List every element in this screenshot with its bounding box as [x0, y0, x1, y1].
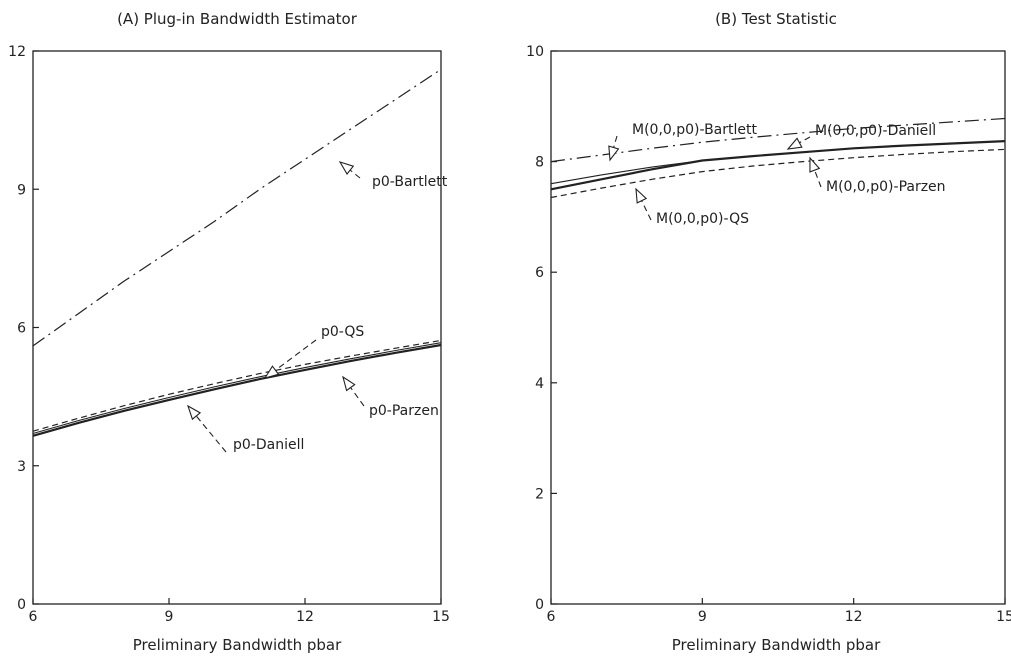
series-line-m-0-0-p0-parzen	[550, 140, 1006, 185]
x-tick-label: 12	[296, 609, 314, 625]
panel-a-series	[32, 68, 442, 437]
y-tick-label: 12	[8, 44, 26, 60]
annotation-arrow-head	[342, 375, 356, 392]
x-tick-label: 6	[547, 609, 556, 625]
panel-a: (A) Plug-in Bandwidth Estimator 6 9 12 15 0 3…	[8, 10, 450, 654]
annotation-arrow-head	[187, 404, 202, 421]
annotation-arrow-head	[608, 145, 620, 162]
series-line-m-0-0-p0-qs	[550, 148, 1006, 199]
annotation-arrow-head	[338, 161, 355, 175]
y-tick-label: 9	[17, 182, 26, 198]
panel-b-label-qs: M(0,0,p0)-QS	[656, 211, 749, 227]
panel-a-frame	[32, 50, 442, 605]
x-tick-label: 15	[432, 609, 450, 625]
annotation-arrow-shaft	[641, 200, 652, 221]
x-tick-label: 6	[29, 609, 38, 625]
panel-a-label-qs: p0-QS	[321, 324, 364, 340]
annotation-arrow-shaft	[613, 135, 618, 148]
series-line-p0-qs	[32, 339, 442, 432]
panel-b-frame	[550, 50, 1006, 605]
panel-a-tick-labels: 6 9 12 15 0 3 6 9 12	[8, 44, 450, 625]
x-tick-label: 12	[845, 609, 863, 625]
y-tick-label: 8	[535, 155, 544, 171]
annotation-arrow-shaft	[349, 169, 361, 179]
panel-b: (B) Test Statistic 6 9 12 15 0 2 4 6 8 10 M(0,0,p…	[526, 10, 1011, 654]
series-line-p0-daniell	[32, 343, 442, 437]
panel-a-ticks	[32, 50, 442, 605]
panel-b-arrows	[608, 135, 822, 221]
panel-b-label-parzen: M(0,0,p0)-Parzen	[826, 179, 946, 195]
panel-b-tick-labels: 6 9 12 15 0 2 4 6 8 10	[526, 44, 1011, 625]
series-line-p0-bartlett	[32, 68, 442, 347]
x-tick-label: 9	[698, 609, 707, 625]
annotation-arrow-shaft	[195, 415, 227, 453]
panel-a-xlabel: Preliminary Bandwidth pbar	[133, 636, 342, 654]
panel-b-label-bartlett: M(0,0,p0)-Bartlett	[632, 122, 757, 138]
y-tick-label: 0	[535, 597, 544, 613]
annotation-arrow-shaft	[814, 169, 822, 188]
panel-b-series	[550, 117, 1006, 199]
panel-a-label-bartlett: p0-Bartlett	[372, 174, 448, 190]
panel-b-ticks	[550, 50, 1006, 605]
panel-b-xlabel: Preliminary Bandwidth pbar	[672, 636, 881, 654]
panel-b-title: (B) Test Statistic	[715, 10, 837, 28]
annotation-arrow-head	[786, 137, 803, 150]
y-tick-label: 0	[17, 597, 26, 613]
y-tick-label: 6	[535, 265, 544, 281]
y-tick-label: 4	[535, 376, 544, 392]
y-tick-label: 10	[526, 44, 544, 60]
x-tick-label: 15	[996, 609, 1011, 625]
y-tick-label: 6	[17, 321, 26, 337]
annotation-arrow-shaft	[275, 339, 317, 371]
annotation-arrow-shaft	[799, 136, 811, 144]
panel-a-arrows	[187, 161, 365, 453]
panel-a-label-daniell: p0-Daniell	[233, 437, 304, 453]
y-tick-label: 3	[17, 459, 26, 475]
panel-b-label-daniell: M(0,0,p0)-Daniell	[815, 123, 936, 139]
y-tick-label: 2	[535, 486, 544, 502]
panel-a-title: (A) Plug-in Bandwidth Estimator	[117, 10, 358, 28]
x-tick-label: 9	[165, 609, 174, 625]
annotation-arrow-head	[809, 156, 821, 173]
annotation-arrow-head	[635, 187, 648, 204]
annotation-arrow-shaft	[350, 387, 365, 407]
panel-a-label-parzen: p0-Parzen	[369, 403, 439, 419]
series-line-m-0-0-p0-bartlett	[550, 117, 1006, 163]
annotation-arrow-head	[263, 365, 280, 379]
series-line-p0-parzen	[32, 342, 442, 435]
